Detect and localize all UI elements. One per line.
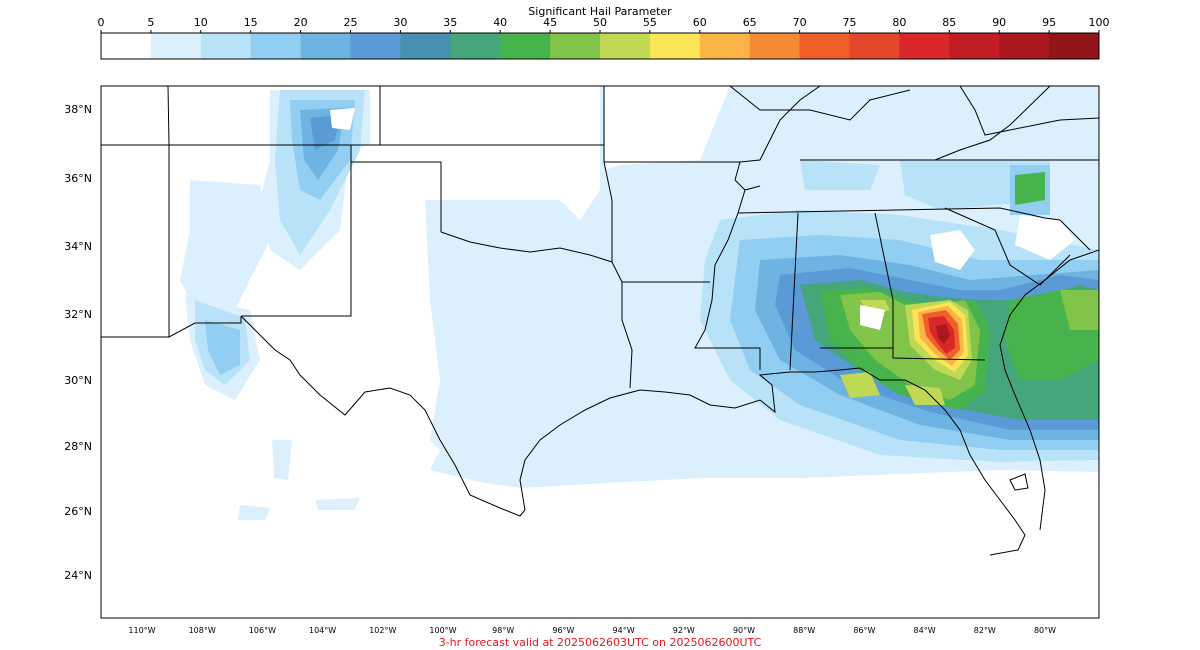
colorbar-tick-label: 30 — [393, 16, 407, 29]
longitude-label: 106°W — [249, 626, 276, 635]
colorbar-segment — [550, 33, 601, 59]
longitude-label: 110°W — [128, 626, 155, 635]
longitude-label: 102°W — [369, 626, 396, 635]
latitude-label: 26°N — [64, 505, 92, 518]
border-ga-sc — [944, 207, 1071, 286]
border-il-in-oh — [729, 86, 911, 121]
map-panel — [100, 85, 1100, 619]
latitude-label: 24°N — [64, 569, 92, 582]
border-rio-grande — [240, 315, 526, 517]
border-tn-south — [737, 207, 1091, 251]
latitude-label: 34°N — [64, 240, 92, 253]
latitude-label: 38°N — [64, 103, 92, 116]
colorbar-tick-label: 40 — [493, 16, 507, 29]
colorbar-ticks: 0 5 10 15 20 25 30 35 40 45 50 55 60 65 70 75 80 85 90 95 10… — [98, 16, 1110, 33]
colorbar-segment — [649, 33, 701, 59]
colorbar-tick-label: 95 — [1042, 16, 1056, 29]
latitude-label: 28°N — [64, 440, 92, 453]
border-va — [934, 86, 1051, 161]
colorbar-segment — [450, 33, 501, 59]
border-nm-tx — [241, 145, 352, 317]
colorbar-tick-label: 35 — [443, 16, 457, 29]
colorbar-segment — [799, 33, 850, 59]
colorbar-tick-label: 65 — [743, 16, 757, 29]
colorbar-segment — [849, 33, 900, 59]
colorbar-tick-label: 75 — [843, 16, 857, 29]
colorbar-segment — [1049, 33, 1100, 59]
boundaries — [101, 86, 1099, 556]
colorbar-segment — [949, 33, 1000, 59]
colorbar-title: Significant Hail Parameter — [528, 5, 672, 18]
colorbar-tick-label: 25 — [344, 16, 358, 29]
longitude-label: 86°W — [853, 626, 875, 635]
longitude-label: 100°W — [429, 626, 456, 635]
colorbar-segment — [899, 33, 950, 59]
colorbar — [100, 32, 1100, 60]
colorbar-tick-label: 80 — [892, 16, 906, 29]
colorbar-tick-label: 90 — [992, 16, 1006, 29]
colorbar-segment — [350, 33, 401, 59]
coastline-atlantic — [999, 249, 1099, 531]
shp-level-90-95 — [936, 324, 950, 344]
shp-gaps — [330, 108, 1075, 330]
border-mississippi — [694, 212, 761, 370]
longitude-label: 92°W — [673, 626, 695, 635]
border-al-ga — [874, 212, 894, 358]
colorbar-segment — [300, 33, 351, 59]
longitude-label: 98°W — [492, 626, 514, 635]
colorbar-segment — [600, 33, 651, 59]
shp-field — [180, 86, 1099, 520]
colorbar-segment — [500, 33, 551, 59]
longitude-label: 96°W — [552, 626, 574, 635]
colorbar-tick-label: 5 — [147, 16, 154, 29]
colorbar-tick-label: 100 — [1089, 16, 1110, 29]
border-ky-west — [739, 86, 821, 163]
colorbar-segment — [250, 33, 302, 59]
border-wv-va — [959, 86, 1099, 136]
longitude-label: 90°W — [733, 626, 755, 635]
border-mexico-az — [101, 316, 242, 338]
colorbar-segment — [699, 33, 751, 59]
border-tn-ky — [744, 185, 761, 191]
longitude-label: 94°W — [613, 626, 635, 635]
map-frame — [100, 85, 1100, 619]
colorbar-tick-label: 15 — [244, 16, 258, 29]
coastline-gulf — [519, 367, 1026, 556]
colorbar-segment — [749, 33, 801, 59]
longitude-label: 108°W — [189, 626, 216, 635]
colorbar-tick-label: 10 — [194, 16, 208, 29]
longitude-label: 84°W — [914, 626, 936, 635]
colorbar-segment — [999, 33, 1050, 59]
lake-okeechobee — [1009, 473, 1029, 491]
latitude-labels: 38°N 36°N 34°N 32°N 30°N 28°N 26°N 24°N — [64, 103, 92, 582]
latitude-label: 32°N — [64, 308, 92, 321]
colorbar-tick-label: 0 — [98, 16, 105, 29]
colorbar-segment — [400, 33, 451, 59]
border-red-river — [440, 231, 613, 263]
longitude-label: 88°W — [793, 626, 815, 635]
latitude-label: 36°N — [64, 172, 92, 185]
colorbar-segment — [150, 33, 202, 59]
border-ms-al — [789, 212, 799, 371]
colorbar-tick-label: 55 — [643, 16, 657, 29]
colorbar-segment — [101, 33, 152, 59]
colorbar-segment — [200, 33, 252, 59]
colorbar-tick-label: 20 — [294, 16, 308, 29]
colorbar-tick-label: 45 — [543, 16, 557, 29]
latitude-label: 30°N — [64, 374, 92, 387]
colorbar-tick-label: 85 — [942, 16, 956, 29]
border-fl-al-ga — [820, 347, 986, 361]
longitude-label: 104°W — [309, 626, 336, 635]
border-mo-ar — [604, 161, 746, 214]
colorbar-tick-label: 50 — [593, 16, 607, 29]
longitude-labels: 110°W 108°W 106°W 104°W 102°W 100°W 98°W 96°W 94… — [128, 626, 1056, 635]
colorbar-tick-label: 70 — [793, 16, 807, 29]
longitude-label: 80°W — [1034, 626, 1056, 635]
forecast-caption: 3-hr forecast valid at 2025062603UTC on … — [438, 636, 762, 649]
colorbar-tick-label: 60 — [693, 16, 707, 29]
longitude-label: 82°W — [974, 626, 996, 635]
border-ok-panhandle — [351, 161, 442, 232]
